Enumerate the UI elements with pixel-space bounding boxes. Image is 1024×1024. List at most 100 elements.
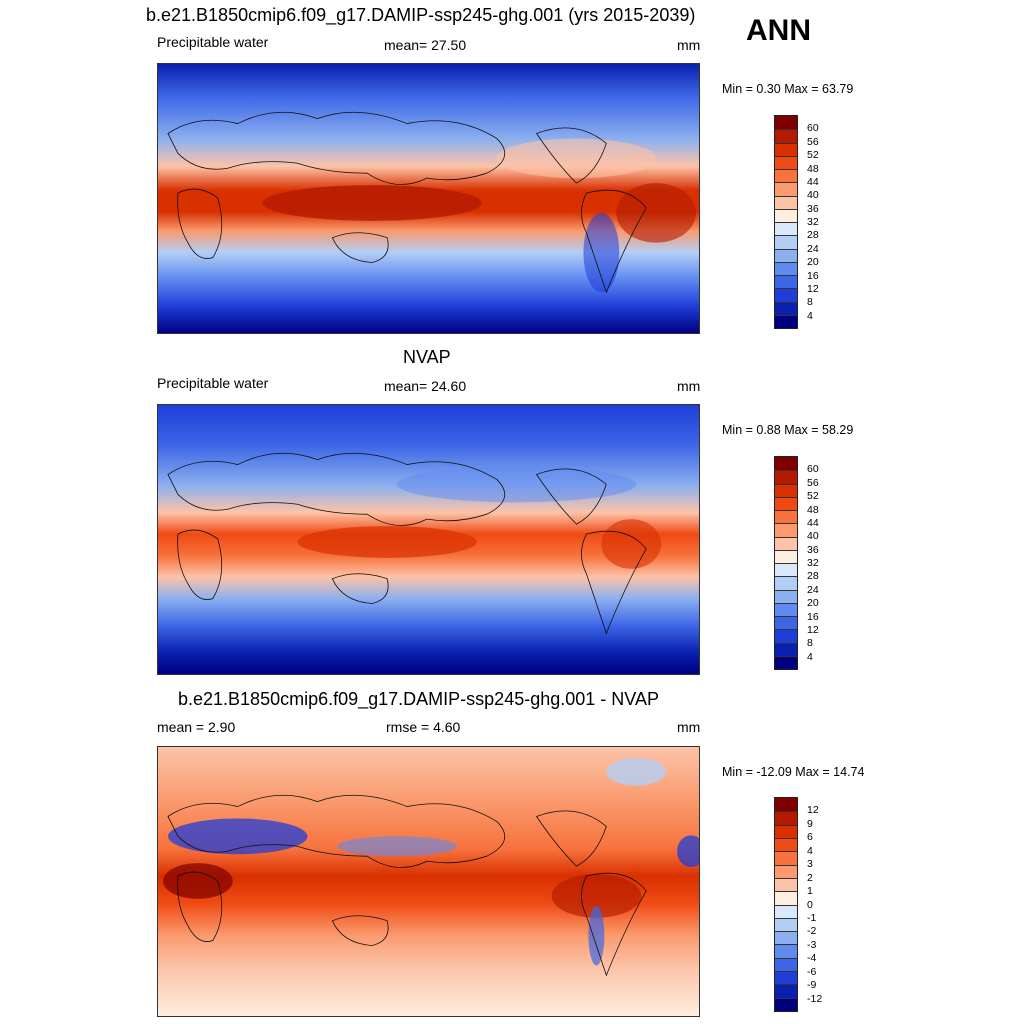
panel2-colorbar-tick: 4 — [807, 650, 813, 663]
panel3-colorbar-tick: -12 — [807, 992, 823, 1005]
panel3-colorbar-bin — [775, 891, 797, 905]
panel1-colorbar-tick: 16 — [807, 269, 819, 282]
panel2-colorbar-bin — [775, 536, 797, 550]
panel3-colorbar-tick: -9 — [807, 979, 817, 992]
panel2-minmax: Min = 0.88 Max = 58.29 — [722, 423, 854, 437]
panel3-colorbar-tick: 4 — [807, 844, 813, 857]
panel1-colorbar-tick: 32 — [807, 216, 819, 228]
panel1-colorbar-bin — [775, 142, 797, 156]
panel3-colorbar-bin — [775, 917, 797, 932]
panel1-title: b.e21.B1850cmip6.f09_g17.DAMIP-ssp245-gh… — [146, 5, 696, 25]
panel1-map — [157, 63, 700, 334]
panel3-colorbar-bin — [775, 851, 797, 865]
panel2-colorbar-tick: 32 — [807, 557, 819, 569]
panel3-colorbar-bin — [775, 864, 797, 878]
panel3-colorbar-tick: 3 — [807, 858, 813, 871]
panel2-colorbar-bin — [775, 589, 797, 603]
panel3-colorbar-bin — [775, 984, 797, 998]
panel2-colorbar-bin — [775, 510, 797, 524]
panel1-colorbar-bin — [775, 235, 797, 249]
panel2-colorbar-bin — [775, 616, 797, 630]
panel3-rmse-label: rmse = 4.60 — [386, 719, 461, 735]
panel3-colorbar-tick: 1 — [807, 885, 813, 898]
panel3-colorbar-tick: -4 — [807, 952, 817, 965]
panel1-colorbar-bin — [775, 261, 797, 275]
panel1-colorbar-bin — [775, 222, 797, 236]
panel3-title: b.e21.B1850cmip6.f09_g17.DAMIP-ssp245-gh… — [178, 689, 659, 709]
panel1-colorbar-bin — [775, 155, 797, 169]
panel3-colorbar-bin — [775, 997, 797, 1011]
panel2-colorbar-tick: 12 — [807, 623, 819, 636]
panel2-colorbar-tick: 52 — [807, 490, 819, 503]
panel2-colorbar-bin — [775, 563, 797, 577]
panel3-colorbar-bin — [775, 931, 797, 945]
panel1-colorbar-bin — [775, 129, 797, 143]
panel1-colorbar-tick: 12 — [807, 282, 819, 295]
panel2-colorbar-tick: 16 — [807, 610, 819, 623]
panel3-colorbar-bin — [775, 957, 797, 972]
panel3-colorbar-tick: 6 — [807, 831, 813, 844]
panel3-map — [157, 746, 700, 1017]
panel3-colorbar-tick: -1 — [807, 911, 817, 924]
panel1-colorbar-tick: 44 — [807, 175, 819, 188]
panel1-colorbar-tick: 60 — [807, 122, 819, 135]
panel1-colorbar-tick: 56 — [807, 135, 819, 148]
panel2-colorbar-bin — [775, 602, 797, 616]
panel3-colorbar-bin — [775, 944, 797, 958]
panel3-colorbar-bin — [775, 877, 797, 892]
panel1-colorbar-tick: 28 — [807, 229, 819, 242]
panel1-colorbar-tick: 24 — [807, 242, 819, 255]
panel3-colorbar-bin — [775, 798, 797, 812]
panel2-colorbar-bin — [775, 457, 797, 471]
panel2-colorbar-tick: 24 — [807, 583, 819, 596]
panel1-minmax: Min = 0.30 Max = 63.79 — [722, 82, 854, 96]
panel2-colorbar-bin — [775, 496, 797, 510]
panel3-colorbar-bin — [775, 971, 797, 985]
panel2-unit-label: mm — [677, 378, 701, 394]
panel2-colorbar-tick: 40 — [807, 530, 819, 543]
panel3-colorbar-tick: -2 — [807, 925, 817, 938]
panel3-colorbar-bin — [775, 811, 797, 825]
panel3-colorbar-tick: -3 — [807, 938, 817, 951]
panel2-colorbar-tick: 20 — [807, 597, 819, 610]
panel3-colorbar-tick: 12 — [807, 804, 819, 817]
panel1-colorbar-bin — [775, 301, 797, 315]
panel2-colorbar-tick: 36 — [807, 543, 819, 556]
panel3-colorbar-tick: 0 — [807, 898, 813, 911]
panel3-colorbar — [774, 797, 798, 1012]
panel2-colorbar-bin — [775, 483, 797, 497]
panel1-colorbar-bin — [775, 248, 797, 262]
panel3-colorbar-tick: 9 — [807, 817, 813, 830]
panel1-colorbar-bin — [775, 208, 797, 222]
season-label: ANN — [746, 14, 811, 47]
panel1-colorbar-bin — [775, 195, 797, 209]
panel1-colorbar-tick: 20 — [807, 256, 819, 269]
panel2-colorbar-bin — [775, 642, 797, 656]
panel1-colorbar-bin — [775, 182, 797, 196]
panel1-colorbar-bin — [775, 116, 797, 130]
panel2-colorbar-tick: 60 — [807, 463, 819, 476]
panel1-colorbar-tick: 48 — [807, 162, 819, 175]
panel3-colorbar-bin — [775, 904, 797, 918]
panel2-colorbar-tick: 56 — [807, 476, 819, 489]
panel2-colorbar-bin — [775, 523, 797, 537]
panel1-colorbar-bin — [775, 288, 797, 302]
panel1-mean-label: mean= 27.50 — [384, 37, 467, 53]
panel2-variable-label: Precipitable water — [157, 375, 269, 391]
panel1-colorbar-tick: 4 — [807, 309, 813, 322]
panel2-colorbar-tick: 28 — [807, 570, 819, 583]
panel2-colorbar-tick: 48 — [807, 503, 819, 516]
panel1-colorbar-bin — [775, 314, 797, 328]
panel3-colorbar-bin — [775, 824, 797, 838]
panel3-mean-label: mean = 2.90 — [157, 719, 236, 735]
panel2-colorbar-bin — [775, 470, 797, 484]
panel3-unit-label: mm — [677, 719, 701, 735]
panel2-colorbar-tick: 44 — [807, 516, 819, 529]
panel1-colorbar-tick: 40 — [807, 189, 819, 202]
panel1-unit-label: mm — [677, 37, 701, 53]
panel1-colorbar-bin — [775, 275, 797, 289]
panel1-colorbar-bin — [775, 169, 797, 183]
panel1-colorbar-tick: 8 — [807, 296, 813, 309]
panel1-colorbar-tick: 36 — [807, 202, 819, 215]
panel2-title: NVAP — [403, 347, 451, 367]
